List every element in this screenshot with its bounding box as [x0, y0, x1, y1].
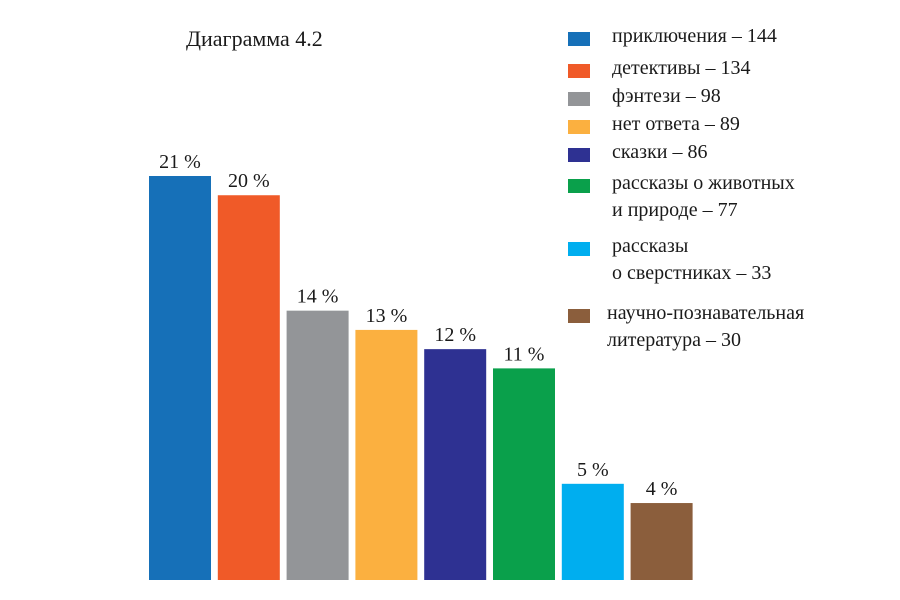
legend-label-5: сказки – 86 — [612, 141, 708, 163]
data-label-3: 14 % — [297, 286, 339, 308]
bar-2 — [217, 195, 280, 580]
legend-label-8: научно-познавательная — [607, 302, 805, 324]
data-label-5: 12 % — [434, 324, 476, 346]
bar-4 — [355, 329, 418, 580]
legend-swatch-4 — [568, 120, 590, 134]
legend-label-8: литература – 30 — [607, 329, 742, 351]
bar-6 — [493, 368, 555, 580]
legend-label-7: рассказы — [612, 235, 689, 257]
legend-label-2: детективы – 134 — [612, 57, 751, 79]
legend-label-4: нет ответа – 89 — [612, 113, 740, 135]
data-label-7: 5 % — [577, 459, 609, 481]
legend-label-1: приключения – 144 — [612, 25, 777, 47]
data-label-2: 20 % — [228, 170, 270, 192]
bar-5 — [424, 349, 487, 580]
data-label-4: 13 % — [366, 305, 408, 327]
legend-swatch-5 — [568, 148, 590, 162]
bar-1 — [149, 176, 211, 580]
legend-swatch-6 — [568, 179, 590, 193]
bar-3 — [286, 310, 349, 580]
legend-swatch-3 — [568, 92, 590, 106]
data-label-8: 4 % — [646, 478, 678, 500]
legend-swatch-7 — [568, 242, 590, 256]
legend-label-7: о сверстниках – 33 — [612, 262, 772, 284]
data-label-6: 11 % — [504, 343, 545, 365]
legend-label-6: и природе – 77 — [612, 199, 738, 221]
bar-7 — [561, 483, 624, 580]
legend-label-6: рассказы о животных — [612, 172, 795, 194]
legend-swatch-2 — [568, 64, 590, 78]
legend-swatch-1 — [568, 32, 590, 46]
legend-label-3: фэнтези – 98 — [612, 85, 721, 107]
chart-title: Диаграмма 4.2 — [186, 26, 323, 51]
legend-swatch-8 — [568, 309, 590, 323]
data-label-1: 21 % — [159, 151, 201, 173]
bar-8 — [630, 503, 693, 580]
